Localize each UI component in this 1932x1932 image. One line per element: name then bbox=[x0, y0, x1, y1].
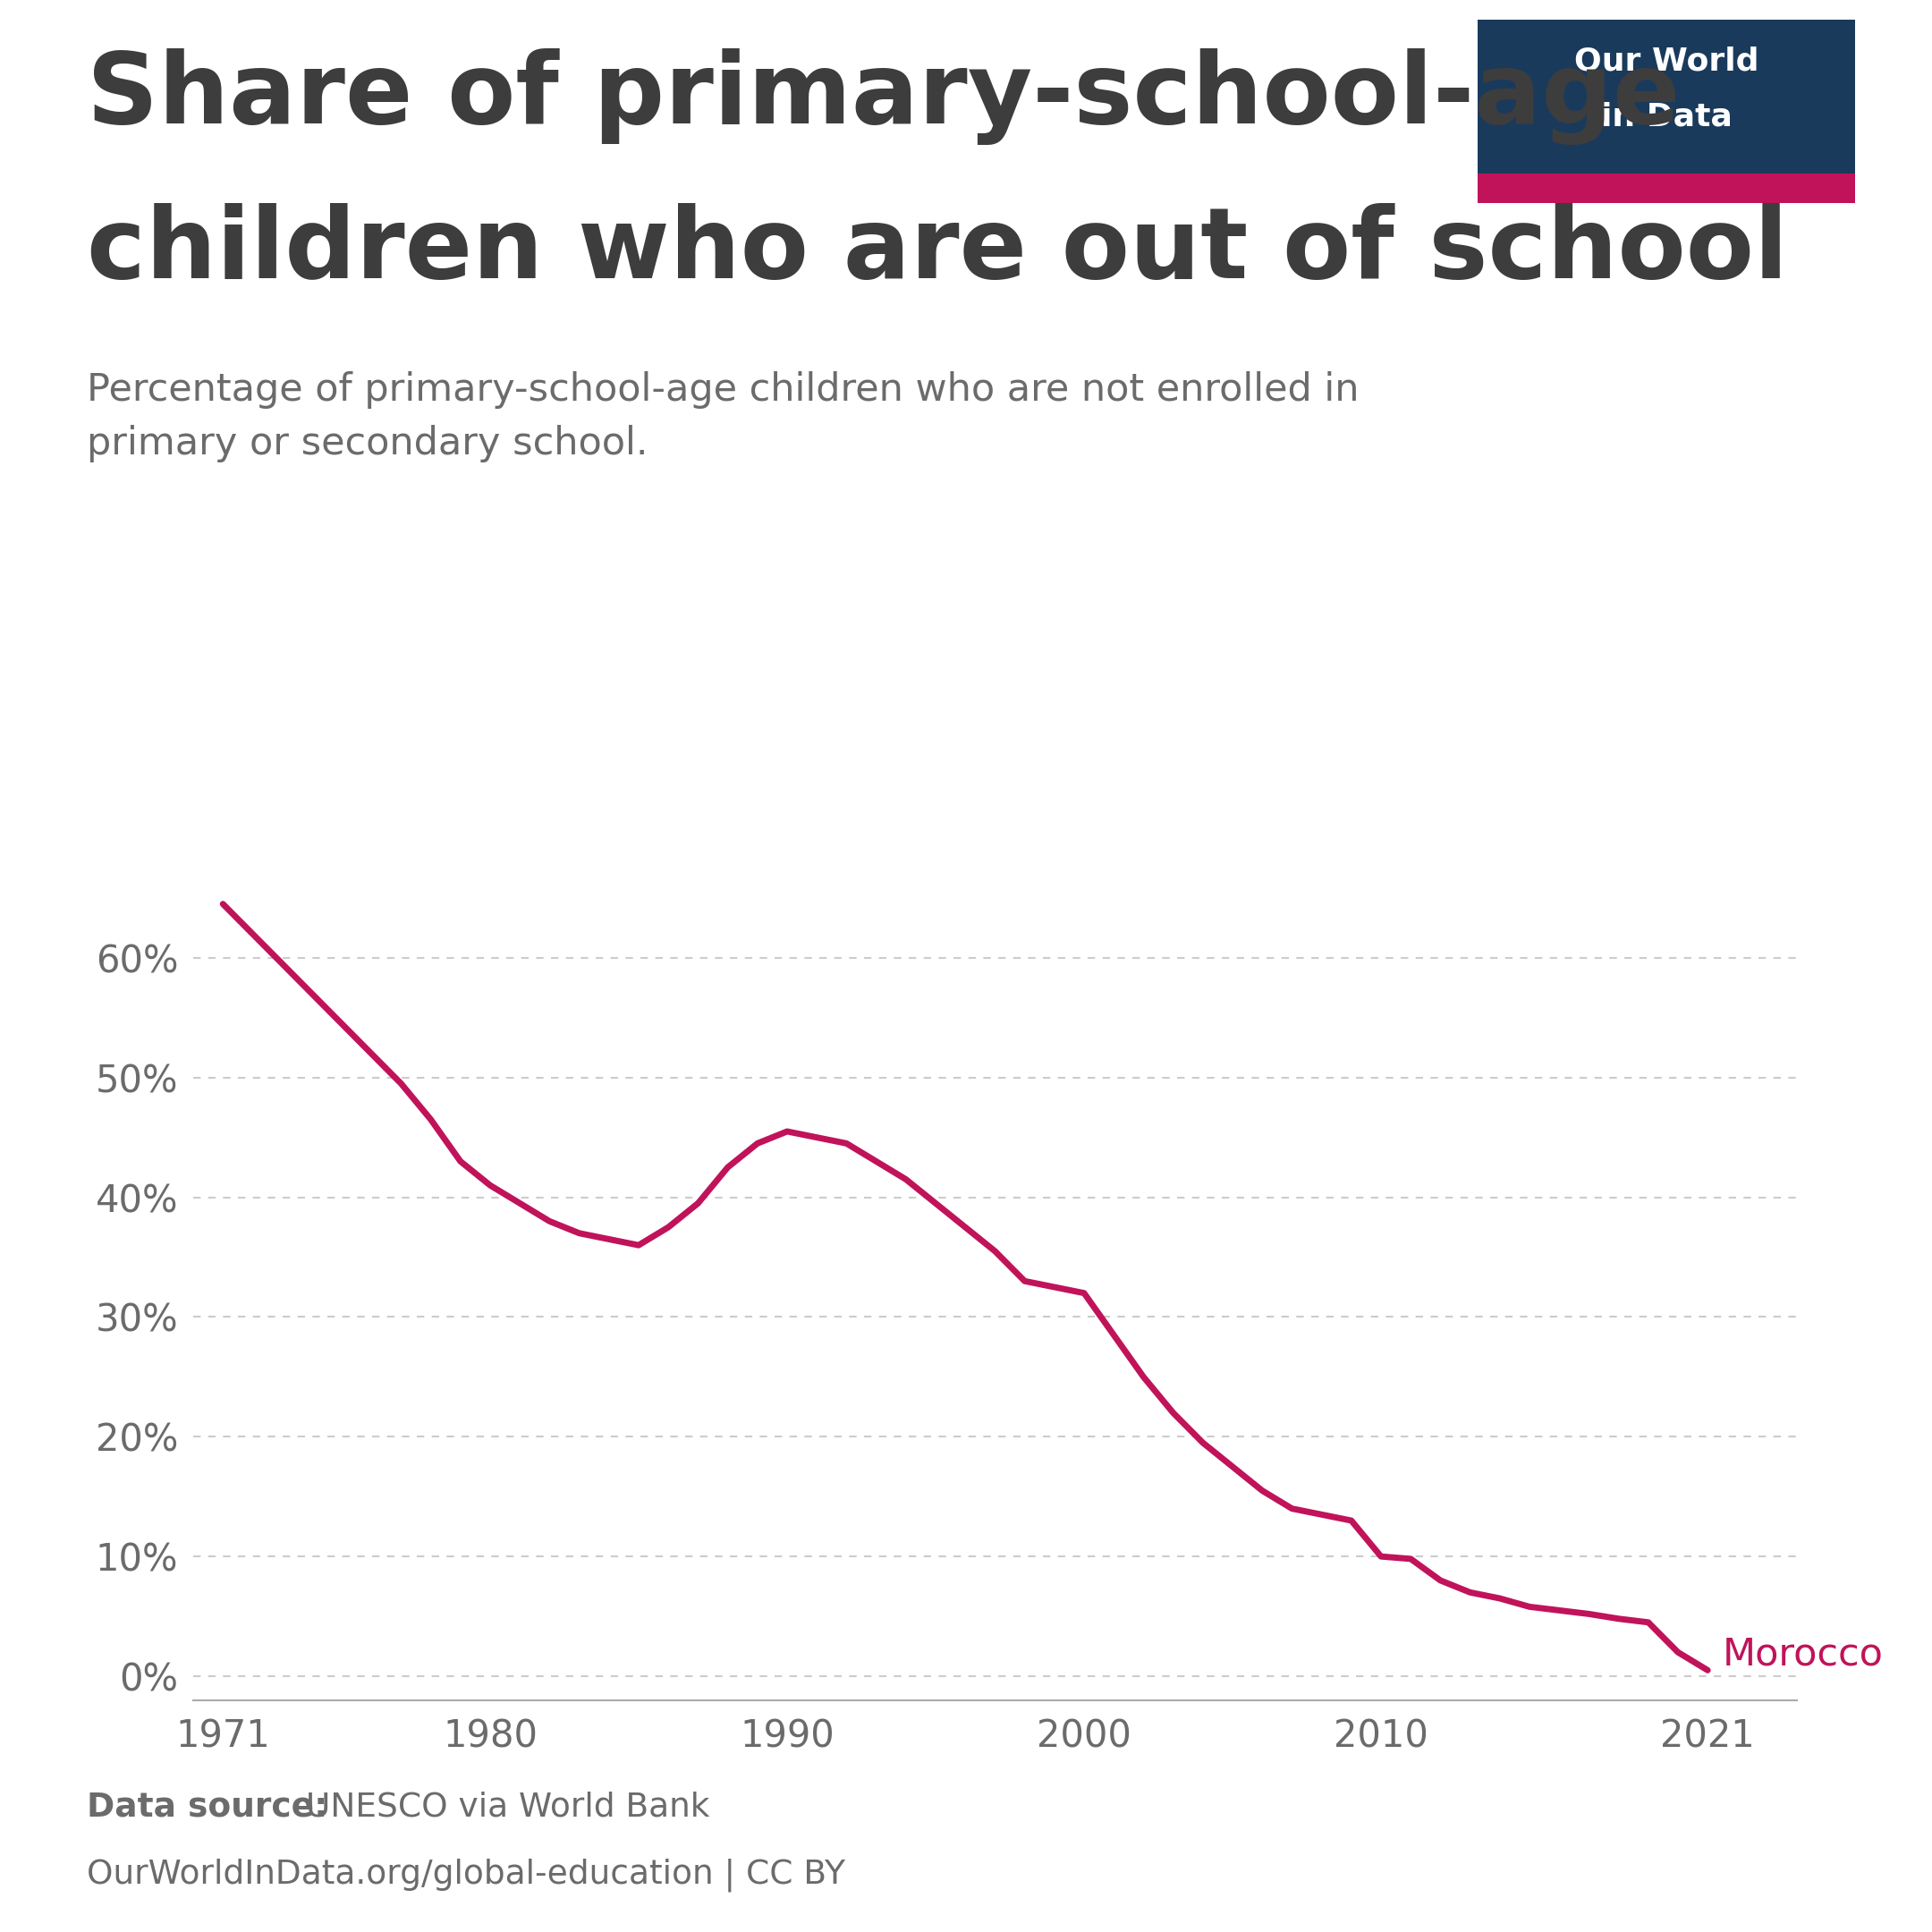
Text: Share of primary-school-age: Share of primary-school-age bbox=[87, 48, 1681, 145]
FancyBboxPatch shape bbox=[1478, 174, 1855, 203]
Text: Morocco: Morocco bbox=[1723, 1636, 1884, 1673]
Text: Percentage of primary-school-age children who are not enrolled in
primary or sec: Percentage of primary-school-age childre… bbox=[87, 371, 1360, 462]
Text: Data source:: Data source: bbox=[87, 1791, 328, 1824]
Text: UNESCO via World Bank: UNESCO via World Bank bbox=[296, 1791, 711, 1824]
Text: Our World: Our World bbox=[1575, 46, 1758, 77]
Text: OurWorldInData.org/global-education | CC BY: OurWorldInData.org/global-education | CC… bbox=[87, 1859, 846, 1891]
FancyBboxPatch shape bbox=[1478, 19, 1855, 203]
Text: in Data: in Data bbox=[1602, 100, 1731, 131]
Text: children who are out of school: children who are out of school bbox=[87, 203, 1789, 299]
